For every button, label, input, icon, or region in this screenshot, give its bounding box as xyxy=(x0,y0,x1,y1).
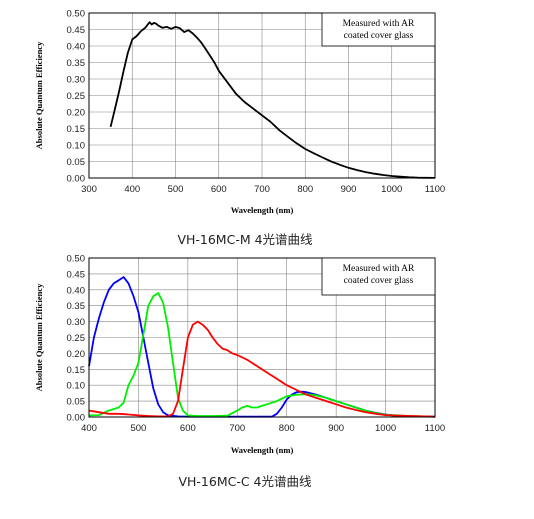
y-tick-label: 0.25 xyxy=(67,91,86,102)
x-tick-label: 800 xyxy=(279,423,295,434)
series-line-1 xyxy=(88,292,436,418)
y-tick-label: 0.05 xyxy=(67,397,86,408)
annotation-rect xyxy=(321,257,436,296)
annotation-line-1: Measured with AR xyxy=(343,264,415,274)
x-tick-label: 500 xyxy=(130,423,146,434)
y-tick-label: 0.15 xyxy=(67,365,86,376)
y-tick-label: 0.45 xyxy=(67,269,86,280)
chart-bottom: 0.00 0.05 0.10 0.15 0.20 0.25 0.30 0.35 0.40 0.45… xyxy=(34,254,445,456)
x-tick-label: 1100 xyxy=(425,184,445,195)
plot-frame xyxy=(88,257,436,418)
x-tick-labels: 400 500 600 700 800 900 1000 1100 xyxy=(81,423,445,434)
x-tick-label: 1000 xyxy=(375,423,396,434)
y-tick-label: 0.35 xyxy=(67,58,86,69)
y-axis-label: Absolute Quantum Efficiency xyxy=(34,283,44,391)
y-tick-label: 0.15 xyxy=(67,124,86,135)
annotation-rect xyxy=(321,12,436,47)
annotation-line-1: Measured with AR xyxy=(343,19,415,29)
grid-lines xyxy=(89,13,435,178)
y-axis-label: Absolute Quantum Efficiency xyxy=(34,41,44,149)
y-tick-label: 0.20 xyxy=(67,349,86,360)
x-tick-label: 400 xyxy=(124,184,140,195)
series-line-2 xyxy=(88,320,436,418)
x-tick-labels: 300 400 500 600 700 800 900 1000 1100 xyxy=(81,184,445,195)
annotation-line-2: coated cover glass xyxy=(344,276,414,286)
y-tick-labels: 0.00 0.05 0.10 0.15 0.20 0.25 0.30 0.35 0.40 0.45… xyxy=(67,254,86,424)
x-axis-label: Wavelength (nm) xyxy=(231,445,294,455)
y-tick-label: 0.30 xyxy=(67,317,86,328)
annotation-line-2: coated cover glass xyxy=(344,31,414,41)
x-tick-label: 700 xyxy=(229,423,245,434)
x-tick-label: 400 xyxy=(81,423,97,434)
x-tick-label: 900 xyxy=(328,423,344,434)
y-tick-label: 0.20 xyxy=(67,108,86,119)
y-tick-label: 0.30 xyxy=(67,75,86,86)
plot-frame xyxy=(88,12,436,179)
y-tick-label: 0.45 xyxy=(67,25,86,36)
y-tick-label: 0.50 xyxy=(67,9,86,20)
x-tick-label: 900 xyxy=(341,184,357,195)
series-line-0 xyxy=(109,21,436,179)
y-tick-label: 0.25 xyxy=(67,333,86,344)
x-tick-label: 800 xyxy=(297,184,313,195)
x-tick-label: 300 xyxy=(81,184,97,195)
x-tick-label: 1100 xyxy=(425,423,445,434)
x-tick-label: 600 xyxy=(211,184,227,195)
series-layer xyxy=(109,21,436,179)
y-tick-label: 0.00 xyxy=(67,413,86,424)
x-tick-label: 700 xyxy=(254,184,270,195)
y-tick-label: 0.40 xyxy=(67,42,86,53)
chart-top: 0.00 0.05 0.10 0.15 0.20 0.25 0.30 0.35 0.40 0.45… xyxy=(34,9,445,216)
x-tick-label: 500 xyxy=(168,184,184,195)
x-tick-label: 1000 xyxy=(381,184,402,195)
y-tick-label: 0.00 xyxy=(67,174,86,185)
caption-top: VH-16MC-M 4光谱曲线 xyxy=(177,232,313,247)
y-tick-label: 0.50 xyxy=(67,254,86,265)
y-tick-label: 0.10 xyxy=(67,381,86,392)
x-tick-label: 600 xyxy=(180,423,196,434)
y-tick-label: 0.35 xyxy=(67,301,86,312)
annotation-box: Measured with AR coated cover glass xyxy=(321,12,436,47)
x-axis-label: Wavelength (nm) xyxy=(231,205,294,215)
y-tick-label: 0.10 xyxy=(67,141,86,152)
series-layer xyxy=(88,276,436,418)
y-tick-label: 0.40 xyxy=(67,285,86,296)
y-tick-label: 0.05 xyxy=(67,157,86,168)
caption-bottom: VH-16MC-C 4光谱曲线 xyxy=(178,474,312,489)
y-tick-labels: 0.00 0.05 0.10 0.15 0.20 0.25 0.30 0.35 0.40 0.45… xyxy=(67,9,86,185)
annotation-box: Measured with AR coated cover glass xyxy=(321,257,436,296)
